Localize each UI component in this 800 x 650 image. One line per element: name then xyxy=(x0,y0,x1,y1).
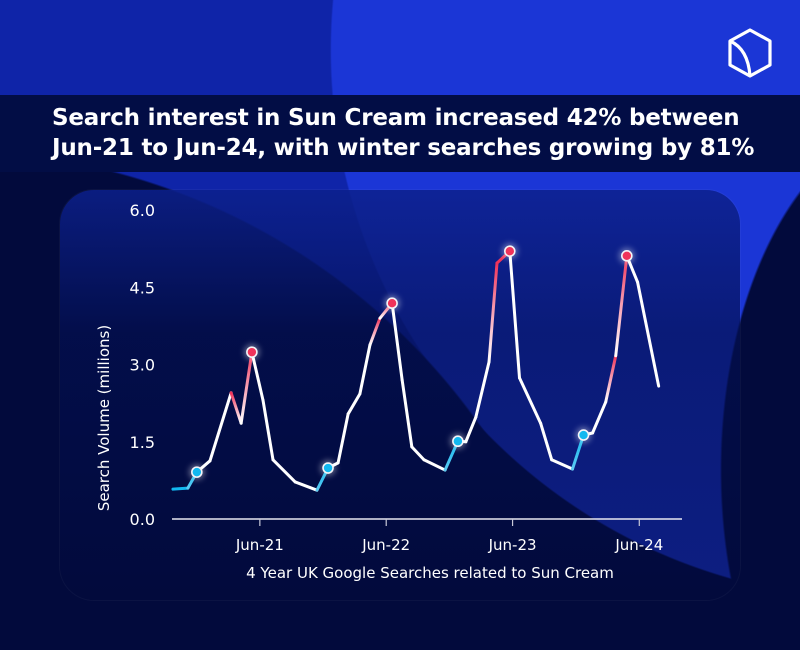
line-segment xyxy=(390,301,404,382)
peak-marker xyxy=(386,297,398,310)
hexagon-cube-logo-icon xyxy=(728,28,772,78)
line-segment xyxy=(239,350,254,425)
line-segment xyxy=(229,391,243,425)
y-tick-label: 4.5 xyxy=(130,278,155,297)
low-marker xyxy=(577,429,590,441)
line-segment xyxy=(604,354,618,404)
line-segment xyxy=(261,398,275,462)
peak-marker xyxy=(246,346,258,358)
line-segment xyxy=(636,280,661,388)
line-segment xyxy=(517,376,543,425)
peak-marker xyxy=(621,250,633,262)
line-segment xyxy=(346,392,362,416)
y-tick-label: 1.5 xyxy=(130,433,155,452)
peak-marker xyxy=(504,245,516,257)
y-axis-title: Search Volume (millions) xyxy=(95,325,113,511)
x-axis-title: 4 Year UK Google Searches related to Sun… xyxy=(246,564,614,582)
x-tick-label: Jun-24 xyxy=(614,536,663,554)
line-segment xyxy=(410,445,426,462)
line-segment xyxy=(422,458,447,472)
y-tick-label: 3.0 xyxy=(130,356,155,375)
page-title: Search interest in Sun Cream increased 4… xyxy=(52,105,755,161)
line-segment xyxy=(271,458,297,484)
line-segment xyxy=(614,254,629,358)
line-segment xyxy=(171,486,190,491)
line-segment xyxy=(358,343,372,396)
y-tick-label: 0.0 xyxy=(130,510,155,529)
line-segment xyxy=(250,350,265,402)
line-segment xyxy=(487,261,499,364)
line-segment xyxy=(591,400,608,435)
line-segment xyxy=(464,415,478,444)
line-segment xyxy=(508,249,521,380)
x-tick-label: Jun-21 xyxy=(235,536,284,554)
line-segment xyxy=(400,378,414,449)
line-segment xyxy=(368,316,382,347)
x-tick-label: Jun-23 xyxy=(488,536,537,554)
line-segment xyxy=(550,458,574,471)
line-segment xyxy=(474,360,491,419)
low-marker xyxy=(191,466,203,478)
line-segment xyxy=(208,391,233,463)
line-segment xyxy=(539,421,554,462)
y-tick-label: 6.0 xyxy=(130,201,155,220)
title-band xyxy=(0,95,800,172)
line-segment xyxy=(293,480,319,492)
low-marker xyxy=(452,435,464,448)
low-marker xyxy=(322,462,334,474)
x-tick-label: Jun-22 xyxy=(361,536,410,554)
line-segment xyxy=(336,412,350,465)
